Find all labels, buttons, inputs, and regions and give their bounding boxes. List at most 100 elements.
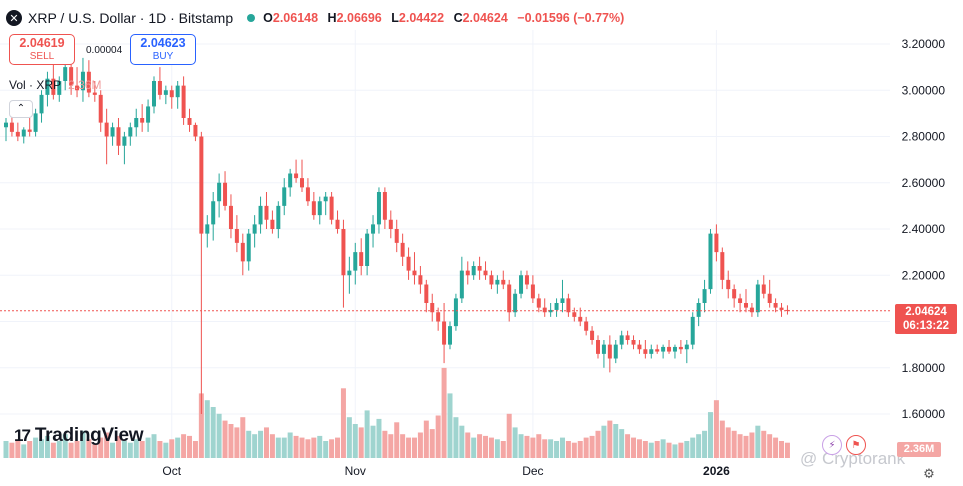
candle bbox=[590, 326, 595, 345]
volume-bars bbox=[3, 367, 790, 458]
price-axis[interactable]: 3.20000 3.00000 2.80000 2.60000 2.40000 2.200… bbox=[902, 37, 946, 421]
time-axis[interactable]: Oct Nov Dec 2026 bbox=[162, 464, 730, 478]
tradingview-logo[interactable]: 17 TradingView bbox=[14, 425, 144, 447]
volume-bar bbox=[607, 420, 613, 458]
candle-body bbox=[211, 201, 216, 225]
volume-bar bbox=[477, 434, 483, 458]
volume-tag: 2.36M bbox=[897, 442, 941, 457]
candle bbox=[382, 187, 387, 229]
candle-body bbox=[294, 173, 299, 179]
candle bbox=[720, 247, 725, 290]
candle bbox=[519, 270, 524, 299]
x-tick-label: Nov bbox=[345, 464, 366, 478]
candle-body bbox=[495, 279, 500, 285]
volume-bar bbox=[246, 430, 252, 458]
sell-button[interactable]: 2.04619 SELL bbox=[9, 34, 75, 65]
candle-body bbox=[459, 270, 464, 299]
last-price-value: 2.04624 bbox=[905, 306, 947, 318]
candle bbox=[448, 321, 452, 350]
volume-bar bbox=[222, 420, 228, 458]
candle-body bbox=[152, 81, 156, 107]
candle-body bbox=[744, 303, 748, 308]
symbol-title[interactable]: XRP / U.S. Dollar · 1D · Bitstamp bbox=[28, 10, 234, 26]
volume-bar bbox=[583, 437, 589, 458]
candle bbox=[643, 340, 648, 359]
candle-body bbox=[477, 266, 482, 271]
volume-bar bbox=[536, 434, 542, 458]
y-tick-label: 1.80000 bbox=[902, 361, 946, 375]
candle-body bbox=[264, 205, 269, 220]
candle-body bbox=[57, 81, 62, 95]
candle-body bbox=[436, 312, 441, 322]
volume-bar bbox=[559, 437, 565, 458]
volume-bar bbox=[524, 435, 530, 458]
candle-body bbox=[258, 205, 263, 225]
candle bbox=[217, 173, 222, 218]
candle bbox=[619, 330, 624, 350]
candle-body bbox=[75, 85, 80, 91]
candle bbox=[607, 335, 612, 373]
volume-bar bbox=[642, 441, 648, 458]
volume-bar bbox=[33, 437, 39, 458]
flag-icon[interactable]: ⚑ bbox=[846, 435, 866, 455]
candle bbox=[554, 298, 559, 317]
candle-body bbox=[465, 270, 470, 276]
candle bbox=[122, 131, 127, 165]
volume-bar bbox=[459, 425, 465, 458]
volume-bar bbox=[376, 418, 382, 458]
candle-body bbox=[15, 131, 20, 137]
candle bbox=[146, 99, 151, 132]
volume-bar bbox=[299, 437, 305, 458]
candle-body bbox=[323, 196, 328, 202]
volume-bar bbox=[613, 424, 619, 458]
volume-bar bbox=[453, 417, 459, 458]
volume-bar bbox=[767, 434, 773, 458]
volume-bar bbox=[27, 441, 33, 458]
candle bbox=[726, 270, 731, 299]
candle bbox=[436, 307, 441, 331]
candle bbox=[69, 62, 74, 95]
candle-body bbox=[732, 289, 737, 299]
candle-body bbox=[80, 71, 85, 91]
volume-bar bbox=[500, 441, 506, 458]
volume-bar bbox=[169, 439, 175, 458]
volume-bar bbox=[317, 435, 323, 458]
candle bbox=[667, 340, 672, 354]
volume-bar bbox=[104, 432, 110, 458]
candle-body bbox=[749, 307, 754, 313]
candle bbox=[205, 215, 210, 248]
volume-bar bbox=[110, 442, 116, 458]
volume-bar bbox=[151, 434, 157, 458]
candle bbox=[524, 270, 529, 290]
candle-body bbox=[708, 233, 713, 290]
volume-bar bbox=[329, 439, 335, 458]
candle bbox=[412, 252, 417, 285]
candle bbox=[732, 284, 737, 308]
volume-bar bbox=[198, 393, 204, 458]
last-price-tag: 2.04624 06:13:22 bbox=[895, 304, 957, 334]
ohlc-values: O2.06148 H2.06696 L2.04422 C2.04624 −0.0… bbox=[263, 11, 624, 25]
candle bbox=[696, 298, 701, 327]
sell-price: 2.04619 bbox=[19, 36, 65, 50]
volume-legend[interactable]: Vol · XRP 2.36M bbox=[9, 78, 102, 92]
buy-button[interactable]: 2.04623 BUY bbox=[130, 34, 196, 65]
volume-bar bbox=[672, 444, 678, 458]
volume-bar bbox=[157, 441, 163, 458]
lightning-icon[interactable]: ⚡ bbox=[822, 435, 842, 455]
volume-bar bbox=[779, 441, 785, 458]
spread-value: 0.00004 bbox=[86, 45, 123, 56]
collapse-legend-button[interactable]: ⌃ bbox=[9, 100, 33, 118]
candle bbox=[536, 293, 541, 313]
volume-bar bbox=[784, 442, 790, 458]
candle-body bbox=[767, 293, 772, 303]
volume-bar bbox=[370, 425, 376, 458]
x-tick-label: Dec bbox=[522, 464, 543, 478]
volume-bar bbox=[719, 420, 725, 458]
volume-bar bbox=[648, 442, 654, 458]
candle-body bbox=[501, 279, 506, 285]
low-value: 2.04422 bbox=[398, 11, 445, 25]
volume-bar bbox=[175, 437, 181, 458]
candle bbox=[252, 215, 257, 248]
gear-icon[interactable]: ⚙ bbox=[923, 466, 935, 481]
